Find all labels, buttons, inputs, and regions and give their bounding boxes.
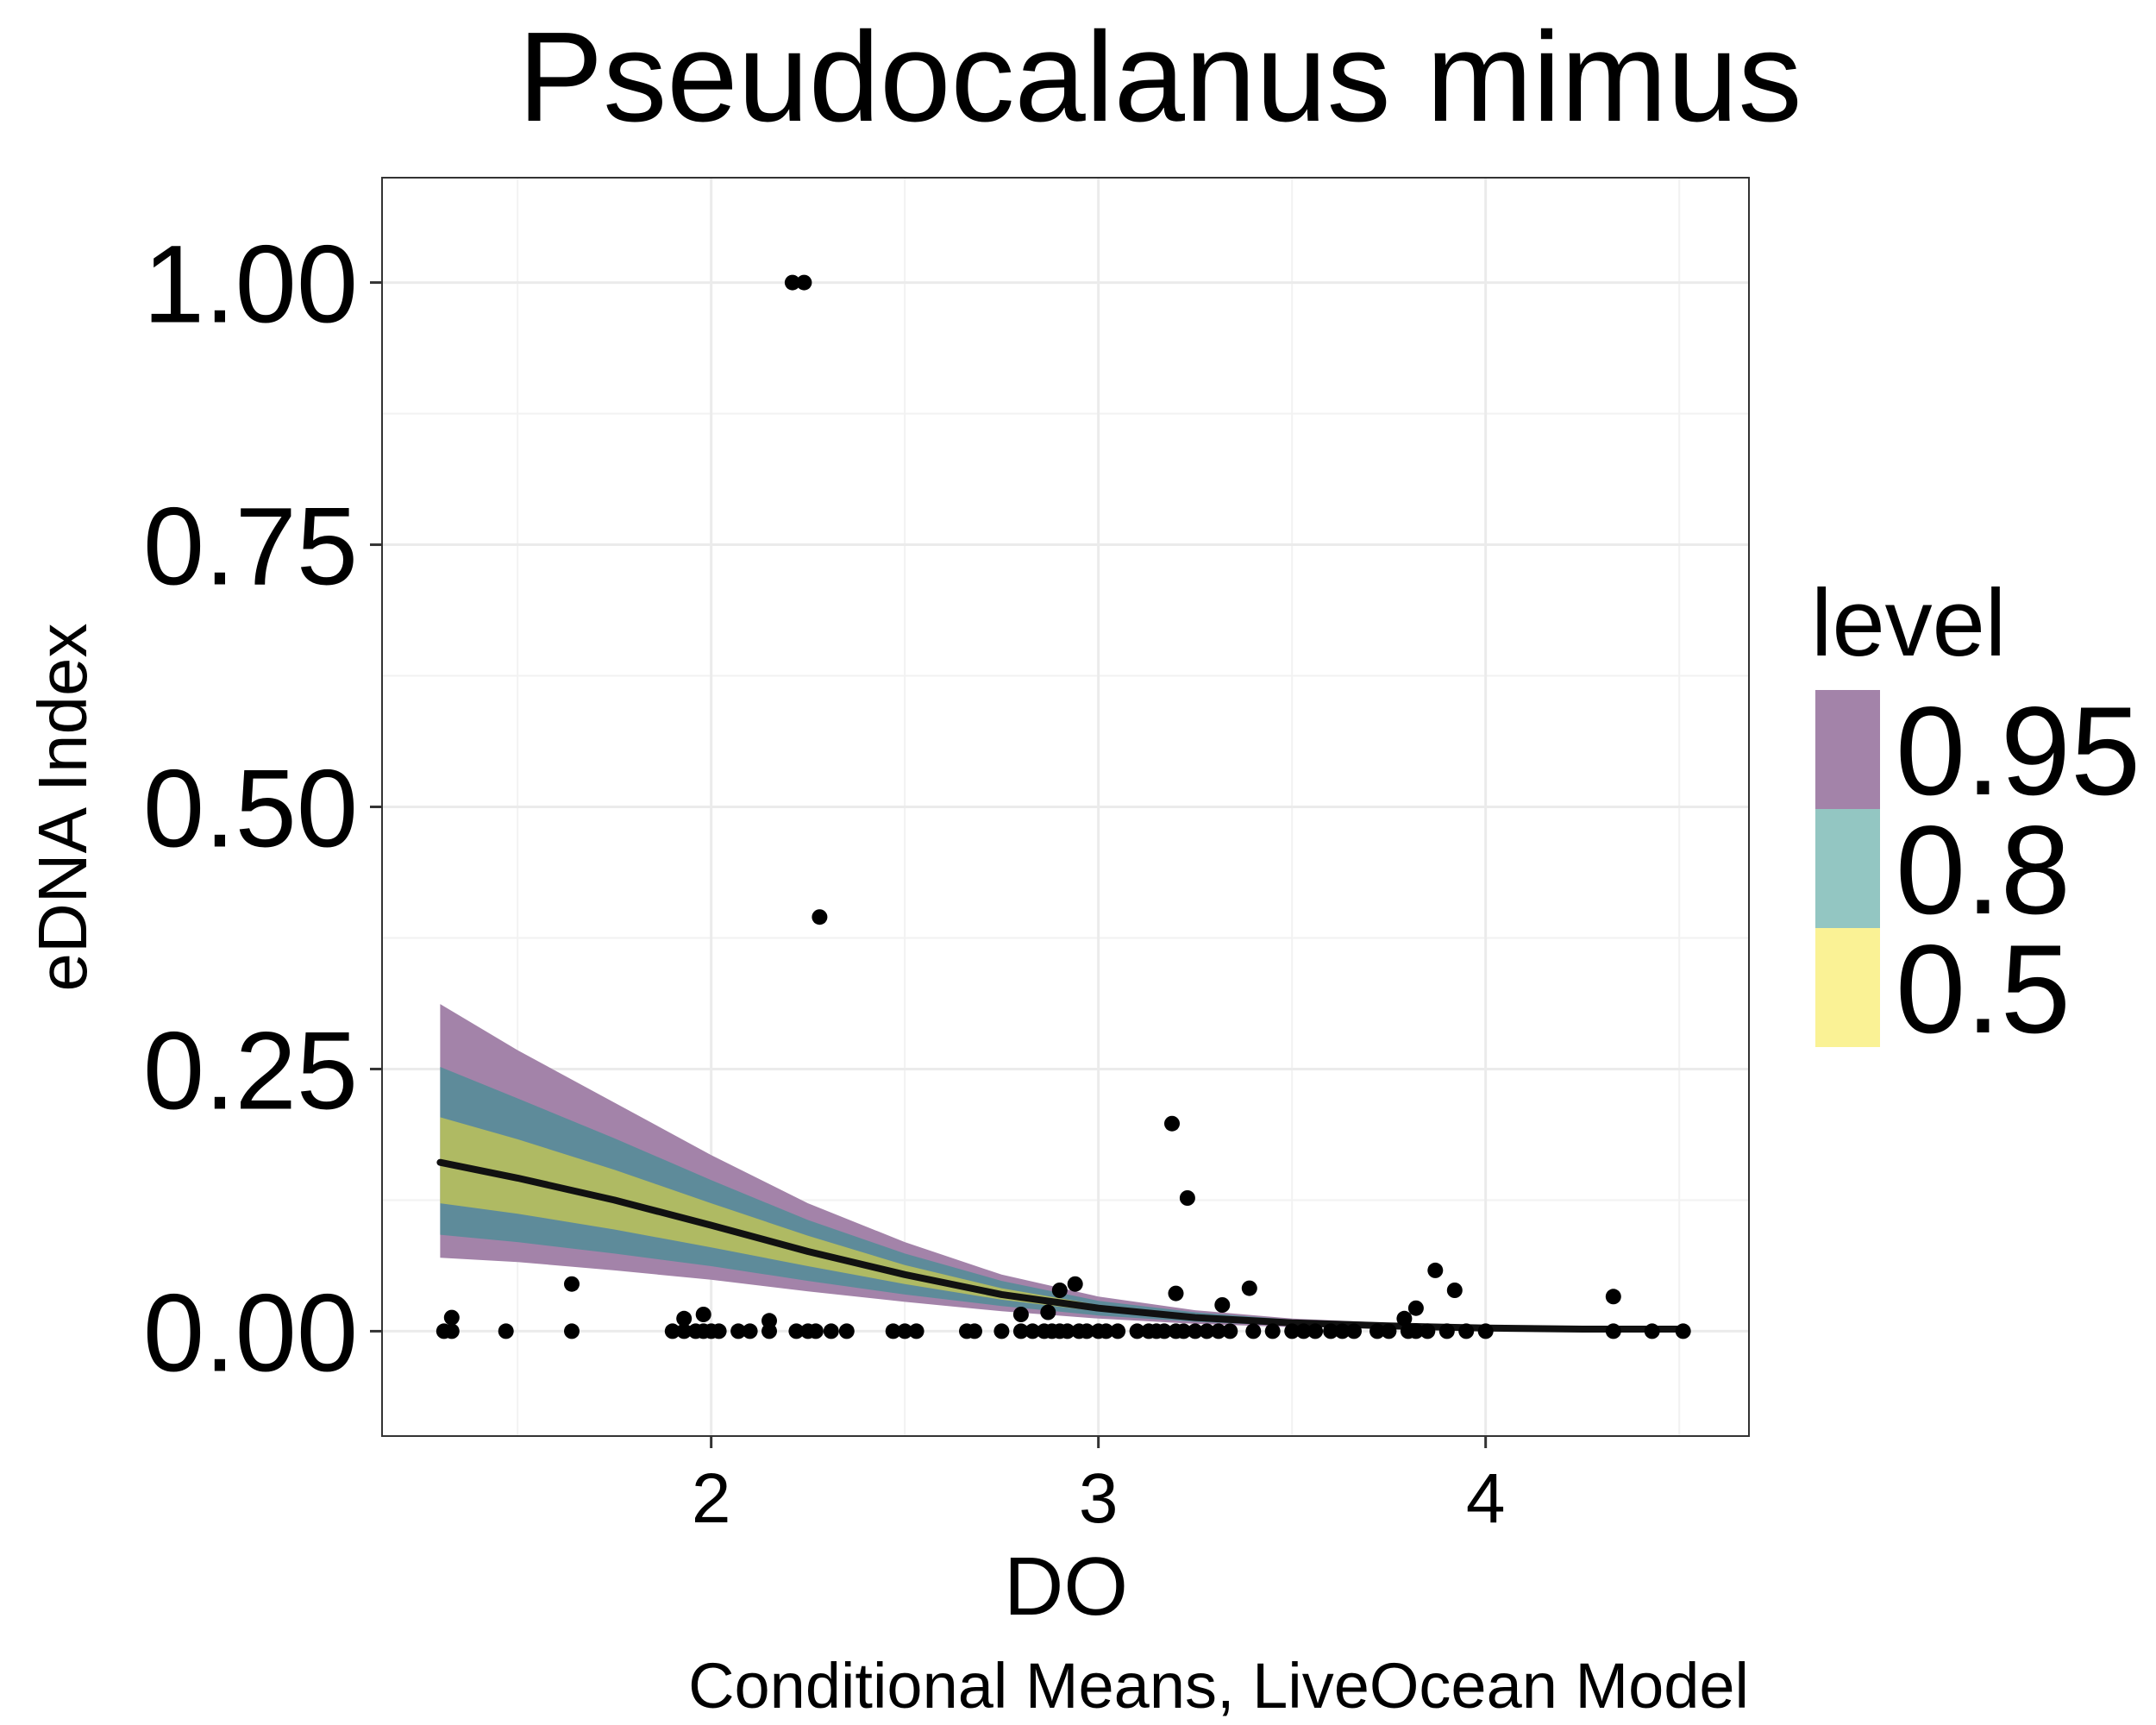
data-point xyxy=(1396,1310,1413,1327)
point-layer xyxy=(436,274,1691,1339)
x-tick-label: 2 xyxy=(692,1459,731,1538)
y-axis-label: eDNA Index xyxy=(24,624,101,992)
data-point xyxy=(838,1323,855,1339)
data-point xyxy=(1168,1285,1184,1302)
y-tick-label: 0.50 xyxy=(143,748,358,871)
data-point xyxy=(564,1323,580,1339)
data-point xyxy=(1307,1323,1324,1339)
legend-label-0.8: 0.8 xyxy=(1896,800,2071,940)
data-point xyxy=(443,1323,460,1339)
data-point xyxy=(498,1323,514,1339)
data-point xyxy=(796,274,812,291)
data-point xyxy=(897,1323,913,1339)
data-point xyxy=(1264,1323,1281,1339)
band-layer xyxy=(440,1004,1680,1331)
data-point xyxy=(812,909,828,925)
data-point xyxy=(967,1323,982,1339)
data-point xyxy=(1295,1323,1312,1339)
data-point xyxy=(1334,1323,1351,1339)
data-point xyxy=(1605,1323,1621,1339)
data-point xyxy=(1446,1283,1463,1298)
data-point xyxy=(1210,1323,1226,1339)
caption: Conditional Means, LiveOcean Model xyxy=(688,1650,1749,1722)
x-tick-label: 3 xyxy=(1079,1459,1119,1538)
data-point xyxy=(1164,1115,1180,1132)
data-point xyxy=(1222,1323,1238,1339)
data-point xyxy=(1438,1323,1455,1339)
legend-title: level xyxy=(1811,570,2006,676)
data-point xyxy=(664,1323,680,1339)
data-point xyxy=(1012,1307,1029,1322)
data-point xyxy=(1012,1323,1029,1339)
data-point xyxy=(993,1323,1010,1339)
data-point xyxy=(1427,1262,1444,1278)
legend-label-0.5: 0.5 xyxy=(1896,919,2071,1059)
data-point xyxy=(676,1323,693,1339)
axis-layer: 2 3 4 0.00 0.25 0.50 0.75 1.00 xyxy=(143,223,1506,1538)
ribbon-0.5 xyxy=(440,1117,1680,1331)
data-point xyxy=(730,1323,747,1339)
data-point xyxy=(1323,1323,1339,1339)
y-tick-label: 0.00 xyxy=(143,1271,358,1395)
data-point xyxy=(1675,1323,1691,1339)
y-tick-label: 1.00 xyxy=(143,223,358,347)
data-point xyxy=(1458,1323,1475,1339)
data-point xyxy=(1199,1323,1215,1339)
data-point xyxy=(443,1309,460,1326)
data-point xyxy=(1644,1323,1660,1339)
legend-items: 0.950.80.5 xyxy=(1815,681,2140,1059)
data-point xyxy=(1110,1323,1126,1339)
legend-key-0.5 xyxy=(1815,928,1880,1047)
legend-key-0.95 xyxy=(1815,690,1880,809)
data-point xyxy=(1187,1323,1203,1339)
data-point xyxy=(742,1323,758,1339)
data-point xyxy=(1059,1323,1075,1339)
data-point xyxy=(1407,1300,1424,1316)
data-point xyxy=(1284,1323,1300,1339)
data-point xyxy=(823,1323,839,1339)
y-tick-label: 0.25 xyxy=(143,1009,358,1132)
legend-label-0.95: 0.95 xyxy=(1896,681,2140,821)
data-point xyxy=(1369,1323,1385,1339)
data-point xyxy=(1067,1276,1083,1292)
data-point xyxy=(1051,1283,1068,1298)
chart-title: Pseudocalanus mimus xyxy=(518,6,1802,148)
data-point xyxy=(1241,1280,1257,1296)
data-point xyxy=(1079,1323,1095,1339)
data-point xyxy=(695,1307,711,1322)
data-point xyxy=(1420,1323,1436,1339)
data-point xyxy=(1129,1323,1145,1339)
data-point xyxy=(908,1323,924,1339)
data-point xyxy=(784,274,800,291)
data-point xyxy=(711,1323,727,1339)
data-point xyxy=(676,1310,693,1327)
data-point xyxy=(1098,1323,1114,1339)
x-tick-label: 4 xyxy=(1466,1459,1506,1538)
data-point xyxy=(1605,1289,1621,1305)
data-point xyxy=(1381,1323,1397,1339)
data-point xyxy=(788,1323,805,1339)
data-point xyxy=(1214,1297,1231,1313)
data-point xyxy=(885,1323,901,1339)
x-axis-label: DO xyxy=(1004,1540,1128,1633)
data-point xyxy=(807,1323,824,1339)
data-point xyxy=(1179,1190,1195,1206)
data-point xyxy=(1156,1323,1172,1339)
legend-key-0.8 xyxy=(1815,809,1880,928)
ribbon-0.8 xyxy=(440,1067,1680,1331)
data-point xyxy=(1025,1323,1041,1339)
data-point xyxy=(761,1323,777,1339)
legend: level 0.950.80.5 xyxy=(1811,570,2140,1059)
data-point xyxy=(1346,1323,1362,1339)
data-point xyxy=(1407,1323,1424,1339)
data-point xyxy=(1477,1323,1494,1339)
data-point xyxy=(564,1276,580,1292)
data-point xyxy=(1175,1323,1192,1339)
data-point xyxy=(1245,1323,1262,1339)
y-tick-label: 0.75 xyxy=(143,486,358,609)
data-point xyxy=(1040,1304,1056,1320)
